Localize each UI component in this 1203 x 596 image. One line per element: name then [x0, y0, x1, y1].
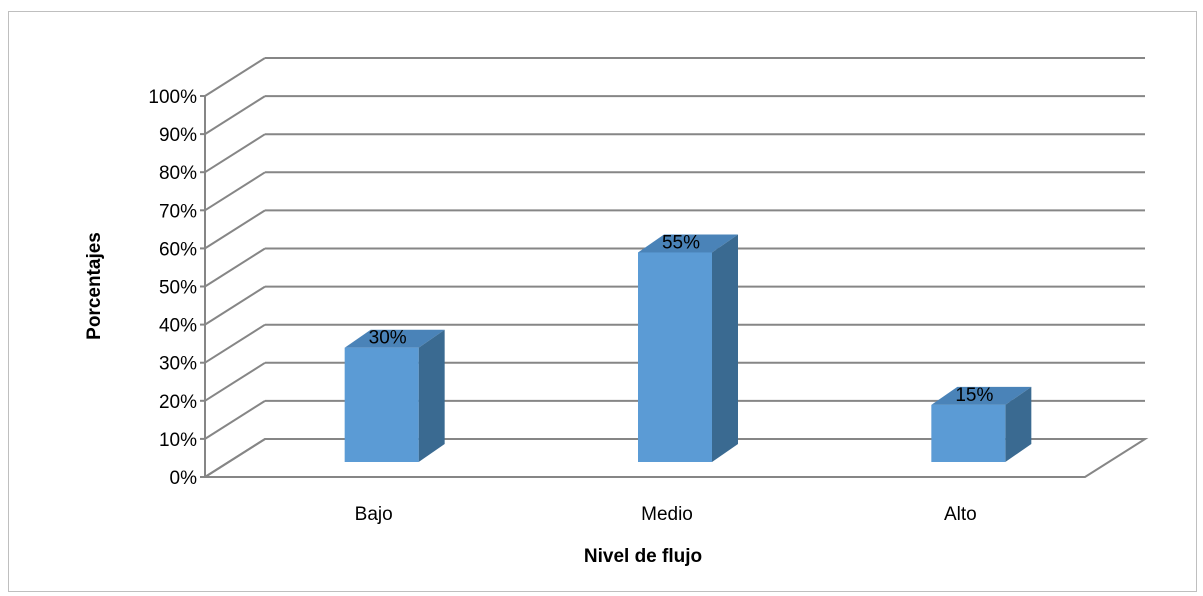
x-tick-labels: Bajo Medio Alto: [355, 504, 977, 525]
x-tick-label: Alto: [944, 504, 977, 525]
gridline-side: [205, 210, 265, 248]
gridline-side: [205, 363, 265, 401]
y-tick-label: 30%: [159, 354, 197, 375]
y-tick-label: 70%: [159, 201, 197, 222]
gridline-side: [205, 172, 265, 210]
x-tick-label: Medio: [641, 504, 693, 525]
y-axis-title: Porcentajes: [84, 232, 105, 340]
gridline-side: [205, 287, 265, 325]
y-tick-label: 20%: [159, 392, 197, 413]
bar: [345, 348, 419, 462]
y-tick-label: 10%: [159, 430, 197, 451]
bar-side-face: [712, 234, 738, 462]
y-tick-label: 60%: [159, 239, 197, 260]
y-tick-label: 0%: [170, 468, 198, 489]
bar: [931, 405, 1005, 462]
data-label: 30%: [369, 328, 407, 349]
y-tick-label: 90%: [159, 125, 197, 146]
x-tick-label: Bajo: [355, 504, 393, 525]
y-tick-label: 100%: [148, 87, 197, 108]
gridline-side: [205, 96, 265, 134]
bars: 30% 55% 15%: [345, 232, 1032, 462]
y-tick-label: 80%: [159, 163, 197, 184]
y-tick-label: 50%: [159, 278, 197, 299]
gridline-side: [205, 325, 265, 363]
data-label: 55%: [662, 232, 700, 253]
y-tick-label: 40%: [159, 316, 197, 337]
y-tick-labels: 0% 10% 20% 30% 40% 50% 60% 70% 80% 90% 100%: [148, 87, 197, 489]
gridline-side: [205, 401, 265, 439]
gridline-side: [205, 249, 265, 287]
data-label: 15%: [955, 385, 993, 406]
x-axis-title: Nivel de flujo: [584, 546, 702, 567]
gridline-side: [205, 58, 265, 96]
bar-side-face: [419, 330, 445, 462]
bar: [638, 252, 712, 462]
gridline-side: [205, 134, 265, 172]
